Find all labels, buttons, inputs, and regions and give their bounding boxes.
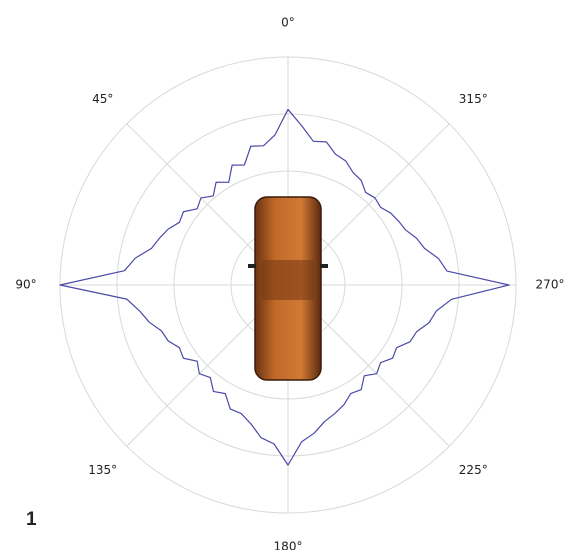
angle-label: 180° <box>274 540 303 550</box>
angle-label: 270° <box>536 278 565 292</box>
angle-label: 135° <box>88 463 117 477</box>
angle-label: 45° <box>92 92 113 106</box>
chart: 1 0° 45° 90° 135° 180° 225° 270° 315° <box>0 0 566 550</box>
angle-label: 225° <box>459 463 488 477</box>
figure-label: 1 <box>26 509 37 530</box>
car-image <box>248 197 328 380</box>
angle-label: 315° <box>459 92 488 106</box>
angle-label: 0° <box>281 16 295 30</box>
angle-label: 90° <box>15 278 36 292</box>
